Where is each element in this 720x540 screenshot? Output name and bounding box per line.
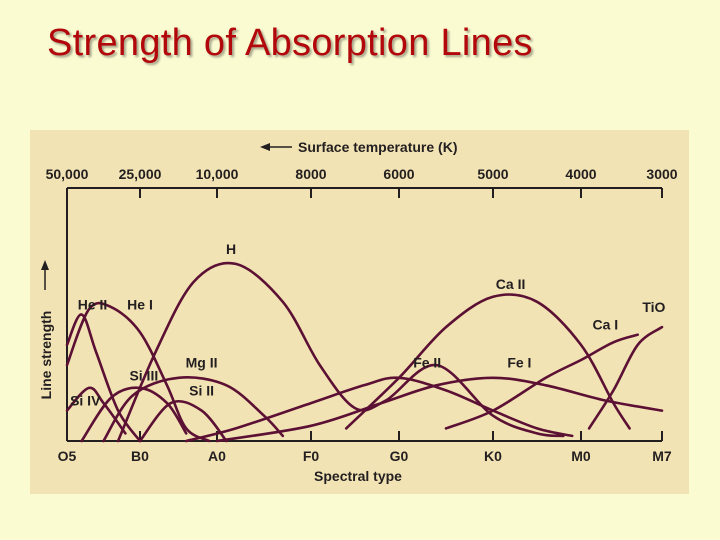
series-line-si-iii: [80, 386, 188, 443]
x-tick-label: A0: [208, 448, 226, 464]
series-line-tio: [587, 325, 664, 430]
curve-label: He II: [78, 296, 108, 312]
top-tick-label: 6000: [383, 166, 414, 182]
top-tick-label: 5000: [477, 166, 508, 182]
top-tick-label: 8000: [295, 166, 326, 182]
top-tick-label: 10,000: [196, 166, 239, 182]
curve-label: Fe II: [413, 355, 441, 371]
curve-label: Fe I: [507, 355, 531, 371]
curve-label: Ca II: [496, 276, 526, 292]
slide-title: Strength of Absorption Lines: [47, 22, 533, 64]
curve-label: He I: [127, 296, 153, 312]
x-tick-label: M7: [652, 448, 672, 464]
x-tick-label: M0: [571, 448, 591, 464]
curve-label: TiO: [642, 299, 665, 315]
curve-label: Si III: [129, 367, 158, 383]
series-line-si-ii: [138, 399, 228, 443]
curve-label: Si IV: [70, 393, 101, 409]
series-line-h: [116, 261, 565, 443]
x-tick-label: G0: [390, 448, 409, 464]
x-tick-label: O5: [58, 448, 77, 464]
series-line-he-i: [65, 301, 211, 443]
curve-label: Mg II: [186, 355, 218, 371]
series-line-ca-i: [444, 333, 639, 430]
series-line-mg-ii: [102, 376, 285, 443]
top-tick-label: 4000: [565, 166, 596, 182]
temp-arrow-head: [260, 143, 270, 151]
curve-label: H: [226, 241, 236, 257]
top-tick-label: 25,000: [119, 166, 162, 182]
series-line-si-iv: [65, 386, 127, 435]
series-line-fe-ii: [184, 376, 574, 443]
curve-label: Ca I: [592, 317, 618, 333]
top-tick-label: 3000: [646, 166, 677, 182]
x-axis-label: Spectral type: [314, 468, 402, 484]
curve-label: Si II: [189, 382, 214, 398]
x-tick-label: K0: [484, 448, 502, 464]
strength-arrow-head: [41, 260, 49, 270]
top-tick-label: 50,000: [46, 166, 89, 182]
absorption-chart: 50,000 25,000 10,000 8000 6000 5000 4000 3000 Su…: [38, 139, 678, 484]
series-line-fe-i: [215, 376, 664, 443]
x-tick-label: F0: [303, 448, 320, 464]
x-tick-label: B0: [131, 448, 149, 464]
chart-figure: 50,000 25,000 10,000 8000 6000 5000 4000 3000 Su…: [30, 130, 689, 494]
y-axis-label: Line strength: [38, 311, 54, 400]
top-axis-label: Surface temperature (K): [298, 139, 458, 155]
